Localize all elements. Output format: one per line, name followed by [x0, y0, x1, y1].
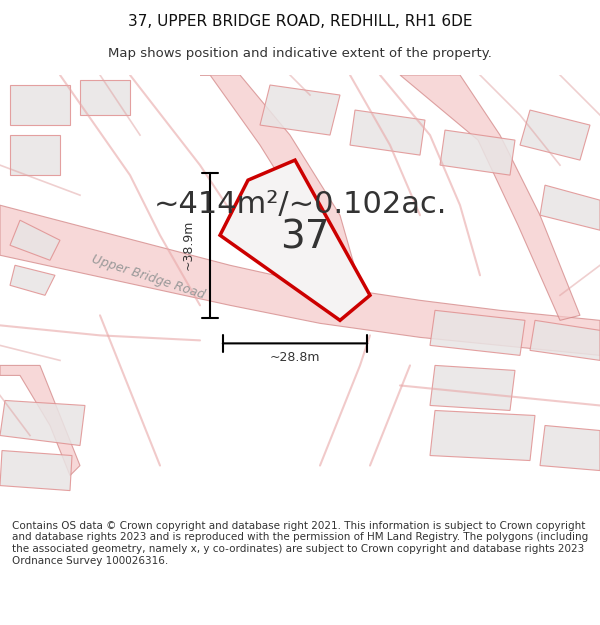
Polygon shape: [10, 135, 60, 175]
Polygon shape: [10, 220, 60, 260]
Polygon shape: [0, 401, 85, 446]
Polygon shape: [10, 265, 55, 296]
Text: ~28.8m: ~28.8m: [270, 351, 320, 364]
Polygon shape: [0, 451, 72, 491]
Text: ~38.9m: ~38.9m: [182, 220, 195, 271]
Polygon shape: [400, 75, 580, 321]
Polygon shape: [430, 411, 535, 461]
Text: 37, UPPER BRIDGE ROAD, REDHILL, RH1 6DE: 37, UPPER BRIDGE ROAD, REDHILL, RH1 6DE: [128, 14, 472, 29]
Polygon shape: [540, 185, 600, 230]
Polygon shape: [430, 311, 525, 356]
Polygon shape: [220, 160, 370, 321]
Text: Upper Bridge Road: Upper Bridge Road: [90, 253, 206, 302]
Polygon shape: [440, 130, 515, 175]
Polygon shape: [0, 366, 80, 476]
Polygon shape: [80, 80, 130, 115]
Polygon shape: [260, 85, 340, 135]
Text: Map shows position and indicative extent of the property.: Map shows position and indicative extent…: [108, 48, 492, 61]
Polygon shape: [520, 110, 590, 160]
Polygon shape: [540, 426, 600, 471]
Polygon shape: [10, 85, 70, 125]
Polygon shape: [200, 75, 360, 296]
Polygon shape: [0, 205, 600, 356]
Text: 37: 37: [280, 218, 330, 256]
Text: ~414m²/~0.102ac.: ~414m²/~0.102ac.: [154, 191, 446, 219]
Text: Contains OS data © Crown copyright and database right 2021. This information is : Contains OS data © Crown copyright and d…: [12, 521, 588, 566]
Polygon shape: [530, 321, 600, 361]
Polygon shape: [430, 366, 515, 411]
Polygon shape: [350, 110, 425, 155]
